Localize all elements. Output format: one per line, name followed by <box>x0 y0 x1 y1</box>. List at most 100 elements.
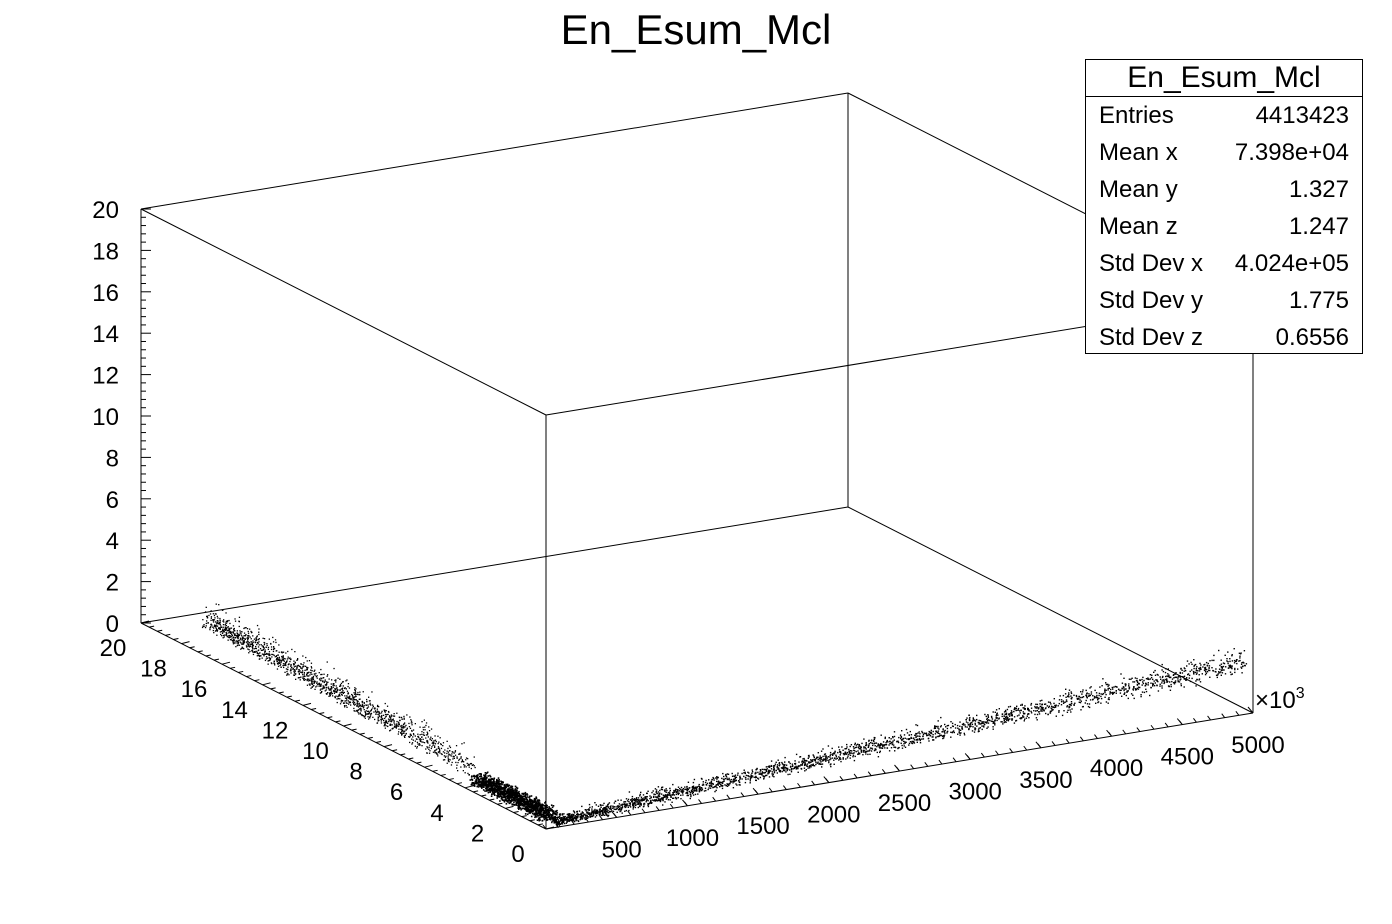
scatter-point <box>897 740 899 742</box>
scatter-point <box>300 667 302 669</box>
scatter-point <box>1220 674 1222 676</box>
scatter-point <box>506 800 508 803</box>
scatter-point <box>875 742 878 744</box>
scatter-point <box>506 788 509 791</box>
scatter-point <box>233 628 235 630</box>
scatter-point <box>759 769 762 771</box>
scatter-point <box>242 647 244 649</box>
scatter-point <box>1092 695 1094 697</box>
scatter-point <box>536 799 539 801</box>
scatter-point <box>659 800 662 803</box>
scatter-point <box>739 775 741 777</box>
scatter-point <box>950 721 952 723</box>
scatter-point <box>429 738 431 740</box>
scatter-point <box>532 801 535 804</box>
scatter-point <box>489 785 491 787</box>
scatter-point <box>829 754 831 757</box>
scatter-point <box>473 777 476 779</box>
scatter-point <box>1202 666 1204 668</box>
scatter-point <box>527 806 529 809</box>
scatter-point <box>485 782 487 784</box>
scatter-point <box>971 721 973 724</box>
scatter-point <box>858 747 860 750</box>
scatter-point <box>370 709 372 712</box>
scatter-point <box>510 800 513 802</box>
scatter-point <box>829 758 831 761</box>
scatter-point <box>790 771 793 773</box>
scatter-point <box>526 800 528 803</box>
scatter-point <box>500 785 502 787</box>
scatter-point <box>542 815 545 817</box>
scatter-point <box>552 811 554 814</box>
scatter-point <box>287 650 289 653</box>
scatter-point <box>603 814 606 816</box>
scatter-point <box>1220 659 1222 661</box>
scatter-point <box>1215 668 1217 670</box>
scatter-point <box>361 704 364 706</box>
scatter-point <box>572 810 575 812</box>
scatter-point <box>525 810 528 812</box>
scatter-point <box>302 676 304 678</box>
scatter-point <box>900 736 902 738</box>
scatter-point <box>842 757 844 759</box>
scatter-point <box>526 808 529 811</box>
scatter-point <box>248 646 251 648</box>
scatter-point <box>817 756 819 758</box>
scatter-point <box>510 792 512 794</box>
scatter-point <box>827 756 830 758</box>
scatter-point <box>884 747 886 749</box>
scatter-point <box>620 799 622 801</box>
scatter-point <box>1239 653 1242 655</box>
scatter-point <box>520 800 523 803</box>
scatter-point <box>1168 675 1170 677</box>
scatter-point <box>1161 687 1163 689</box>
scatter-point <box>509 787 511 789</box>
scatter-point <box>692 781 695 784</box>
scatter-point <box>632 804 634 807</box>
scatter-point <box>473 784 476 786</box>
scatter-point <box>540 813 542 815</box>
scatter-point <box>398 722 400 724</box>
scatter-point <box>389 717 391 719</box>
scatter-point <box>506 783 509 786</box>
scatter-point <box>542 808 544 811</box>
scatter-point <box>634 803 636 805</box>
scatter-point <box>919 733 921 735</box>
scatter-point <box>938 735 940 738</box>
scatter-point <box>680 788 682 791</box>
scatter-point <box>419 740 421 743</box>
scatter-point <box>516 799 518 802</box>
scatter-point <box>1215 671 1217 673</box>
scatter-point <box>499 800 501 802</box>
scatter-point <box>669 787 671 790</box>
scatter-point <box>500 792 502 795</box>
scatter-point <box>247 637 249 639</box>
scatter-point <box>1107 687 1109 690</box>
scatter-point <box>1085 694 1088 697</box>
scatter-point <box>823 759 825 762</box>
scatter-point <box>961 726 963 728</box>
scatter-point <box>1089 694 1091 697</box>
scatter-point <box>552 818 555 821</box>
scatter-point <box>592 815 594 818</box>
scatter-point <box>510 794 512 796</box>
scatter-point <box>280 651 283 653</box>
scatter-point <box>640 791 642 794</box>
scatter-point <box>865 743 867 745</box>
scatter-point <box>922 738 925 740</box>
scatter-point <box>1082 696 1085 698</box>
scatter-point <box>903 734 906 736</box>
scatter-point <box>430 739 433 742</box>
scatter-point <box>940 734 942 736</box>
scatter-point <box>334 691 336 693</box>
scatter-point <box>763 777 765 779</box>
scatter-point <box>538 802 541 804</box>
scatter-point <box>612 806 615 808</box>
scatter-point <box>310 687 312 689</box>
scatter-point <box>209 629 211 631</box>
scatter-point <box>336 690 338 692</box>
scatter-point <box>892 742 894 744</box>
scatter-point <box>678 792 680 794</box>
scatter-point <box>513 799 515 802</box>
scatter-point <box>636 803 638 805</box>
